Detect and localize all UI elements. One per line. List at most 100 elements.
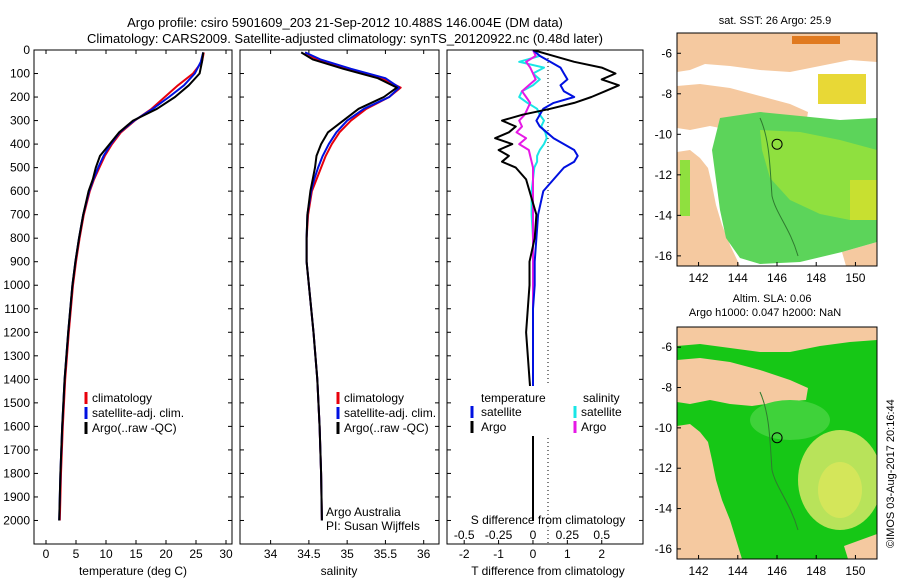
- x-tick-label: 0: [530, 547, 537, 561]
- y-tick-label: 1300: [3, 349, 30, 363]
- y-tick-label: 600: [10, 184, 30, 198]
- x-tick-label: -2: [459, 547, 470, 561]
- cape-york-land: [677, 150, 740, 266]
- sst-field-warmest-patch: [850, 180, 877, 220]
- y-tick-label: 1400: [3, 372, 30, 386]
- imos-watermark: ©IMOS 03-Aug-2017 20:16:44: [885, 399, 897, 548]
- x-tick-label: 30: [219, 547, 233, 561]
- legend-background: [470, 386, 620, 436]
- sla-map-title-line1: Altim. SLA: 0.06: [733, 293, 812, 305]
- legend-temperature-title: temperature: [481, 391, 546, 405]
- y-tick-label: 1600: [3, 419, 30, 433]
- x-tick-label: 5: [73, 547, 80, 561]
- y-tick-label: 900: [10, 255, 30, 269]
- shelf-contour: [759, 117, 799, 257]
- map-x-tick-label: 144: [728, 564, 748, 578]
- legend-s-satellite-label: satellite: [581, 405, 622, 419]
- map-y-tick-label: -6: [661, 340, 672, 354]
- map-x-tick-label: 142: [689, 271, 709, 285]
- map-y-tick-label: -8: [661, 87, 672, 101]
- map-y-tick-label: -8: [661, 381, 672, 395]
- y-tick-label: 200: [10, 90, 30, 104]
- y-tick-label: 0: [23, 43, 30, 57]
- s-tick-label: 0: [530, 528, 537, 542]
- legend-t-argo-label: Argo: [481, 420, 507, 434]
- y-tick-label: 500: [10, 161, 30, 175]
- sst-field-gulf-patch: [818, 74, 866, 104]
- legend-satellite-label: satellite-adj. clim.: [344, 406, 436, 420]
- map-x-tick-label: 148: [806, 271, 826, 285]
- difference-panel: -2 -1 0 1 2 -0.5 -0.25 0 0.25 0.5 temperature sat…: [446, 49, 644, 578]
- x-tick-label: -1: [493, 547, 504, 561]
- temperature-axes-frame: [33, 49, 233, 545]
- y-tick-label: 2000: [3, 513, 30, 527]
- map-x-tick-label: 150: [845, 271, 865, 285]
- legend-climatology-label: climatology: [92, 391, 152, 405]
- x-tick-label: 15: [129, 547, 143, 561]
- figure-title-line2: Climatology: CARS2009. Satellite-adjuste…: [87, 31, 603, 46]
- x-tick-label: 35: [340, 547, 354, 561]
- temperature-legend: climatology satellite-adj. clim. Argo(..…: [84, 391, 184, 435]
- y-tick-label: 800: [10, 231, 30, 245]
- difference-axes-frame: [446, 49, 644, 545]
- map-x-tick-label: 142: [689, 564, 709, 578]
- series-line-argo-raw-qc-: [58, 52, 205, 521]
- sst-map: sat. SST: 26 Argo: 25.9 142 144 146 148 150 …: [655, 15, 878, 285]
- map-y-tick-label: -16: [655, 542, 673, 556]
- legend-climatology-label: climatology: [344, 391, 404, 405]
- y-tick-label: 1700: [3, 443, 30, 457]
- legend-argo-label: Argo(..raw -QC): [344, 421, 429, 435]
- legend-s-argo-label: Argo: [581, 420, 607, 434]
- x-tick-label: 10: [99, 547, 113, 561]
- temperature-panel: 0100200300400500600700800900100011001200…: [3, 43, 233, 578]
- map-y-tick-label: -16: [655, 249, 673, 263]
- series-line-argo-raw-qc-: [300, 51, 398, 521]
- salinity-axes-frame: [239, 49, 440, 545]
- shelf-contour: [759, 391, 799, 531]
- sst-map-title: sat. SST: 26 Argo: 25.9: [719, 15, 832, 27]
- salinity-legend: climatology satellite-adj. clim. Argo(..…: [336, 391, 436, 435]
- s-difference-axis-label: S difference from climatology: [471, 513, 626, 527]
- legend-satellite-label: satellite-adj. clim.: [92, 406, 184, 420]
- papua-coast-land: [677, 358, 808, 406]
- difference-legend: temperature satellite Argo salinity sate…: [470, 386, 622, 436]
- sst-field-north-orange: [792, 36, 840, 44]
- map-x-tick-label: 146: [767, 271, 787, 285]
- sla-map: Altim. SLA: 0.06 Argo h1000: 0.047 h2000…: [655, 293, 878, 578]
- map-y-tick-label: -10: [655, 421, 673, 435]
- sst-field-west-strip: [680, 160, 690, 216]
- x-tick-label: 25: [189, 547, 203, 561]
- argo-float-marker: [771, 138, 783, 150]
- y-tick-label: 400: [10, 137, 30, 151]
- legend-t-satellite-label: satellite: [481, 405, 522, 419]
- x-tick-label: 2: [598, 547, 605, 561]
- salinity-annotation-line1: Argo Australia: [326, 505, 401, 519]
- y-tick-label: 1900: [3, 490, 30, 504]
- map-y-tick-label: -12: [655, 461, 673, 475]
- sla-map-title-line2: Argo h1000: 0.047 h2000: NaN: [689, 307, 841, 319]
- s-tick-label: 0.5: [593, 528, 610, 542]
- series-line-satellite-adj-clim-: [304, 51, 401, 521]
- temperature-x-label: temperature (deg C): [79, 564, 187, 578]
- s-tick-label: 0.25: [556, 528, 580, 542]
- legend-argo-label: Argo(..raw -QC): [92, 421, 177, 435]
- map-x-tick-label: 150: [845, 564, 865, 578]
- legend-salinity-title: salinity: [583, 391, 620, 405]
- new-guinea-land: [677, 327, 877, 352]
- y-tick-label: 1000: [3, 278, 30, 292]
- x-tick-label: 36: [417, 547, 431, 561]
- map-y-tick-label: -12: [655, 168, 673, 182]
- y-tick-label: 100: [10, 67, 30, 81]
- map-x-tick-label: 148: [806, 564, 826, 578]
- y-tick-label: 1500: [3, 396, 30, 410]
- series-line-temperature-argo: [494, 50, 620, 521]
- argo-float-marker: [771, 432, 783, 444]
- map-x-tick-label: 144: [728, 271, 748, 285]
- map-x-tick-label: 146: [767, 564, 787, 578]
- salinity-annotation-line2: PI: Susan Wijffels: [326, 519, 420, 533]
- y-tick-label: 700: [10, 208, 30, 222]
- y-tick-label: 1100: [4, 302, 30, 316]
- x-tick-label: 34.5: [297, 547, 321, 561]
- figure-title-line1: Argo profile: csiro 5901609_203 21-Sep-2…: [127, 15, 563, 30]
- t-difference-axis-label: T difference from climatology: [471, 564, 625, 578]
